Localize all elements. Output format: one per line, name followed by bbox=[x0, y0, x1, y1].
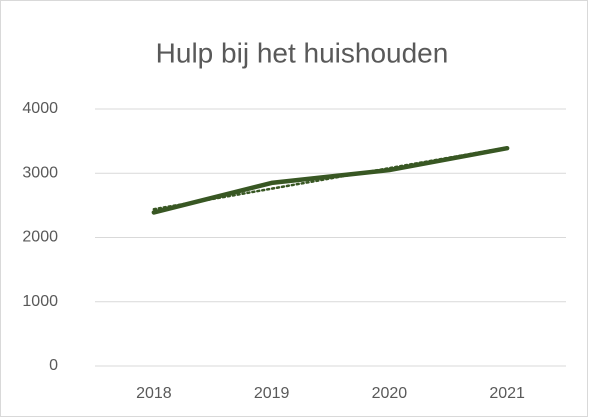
y-tick-label: 3000 bbox=[22, 164, 58, 181]
data-line bbox=[151, 145, 510, 215]
x-tick-label: 2018 bbox=[136, 385, 172, 402]
y-tick-label: 1000 bbox=[22, 293, 58, 310]
x-tick-label: 2021 bbox=[489, 385, 525, 402]
x-tick-label: 2020 bbox=[372, 385, 408, 402]
y-tick-label: 2000 bbox=[22, 229, 58, 246]
chart-title: Hulp bij het huishouden bbox=[156, 37, 449, 68]
y-tick-label: 0 bbox=[49, 357, 58, 374]
y-tick-label: 4000 bbox=[22, 100, 58, 117]
x-tick-label: 2019 bbox=[254, 385, 290, 402]
